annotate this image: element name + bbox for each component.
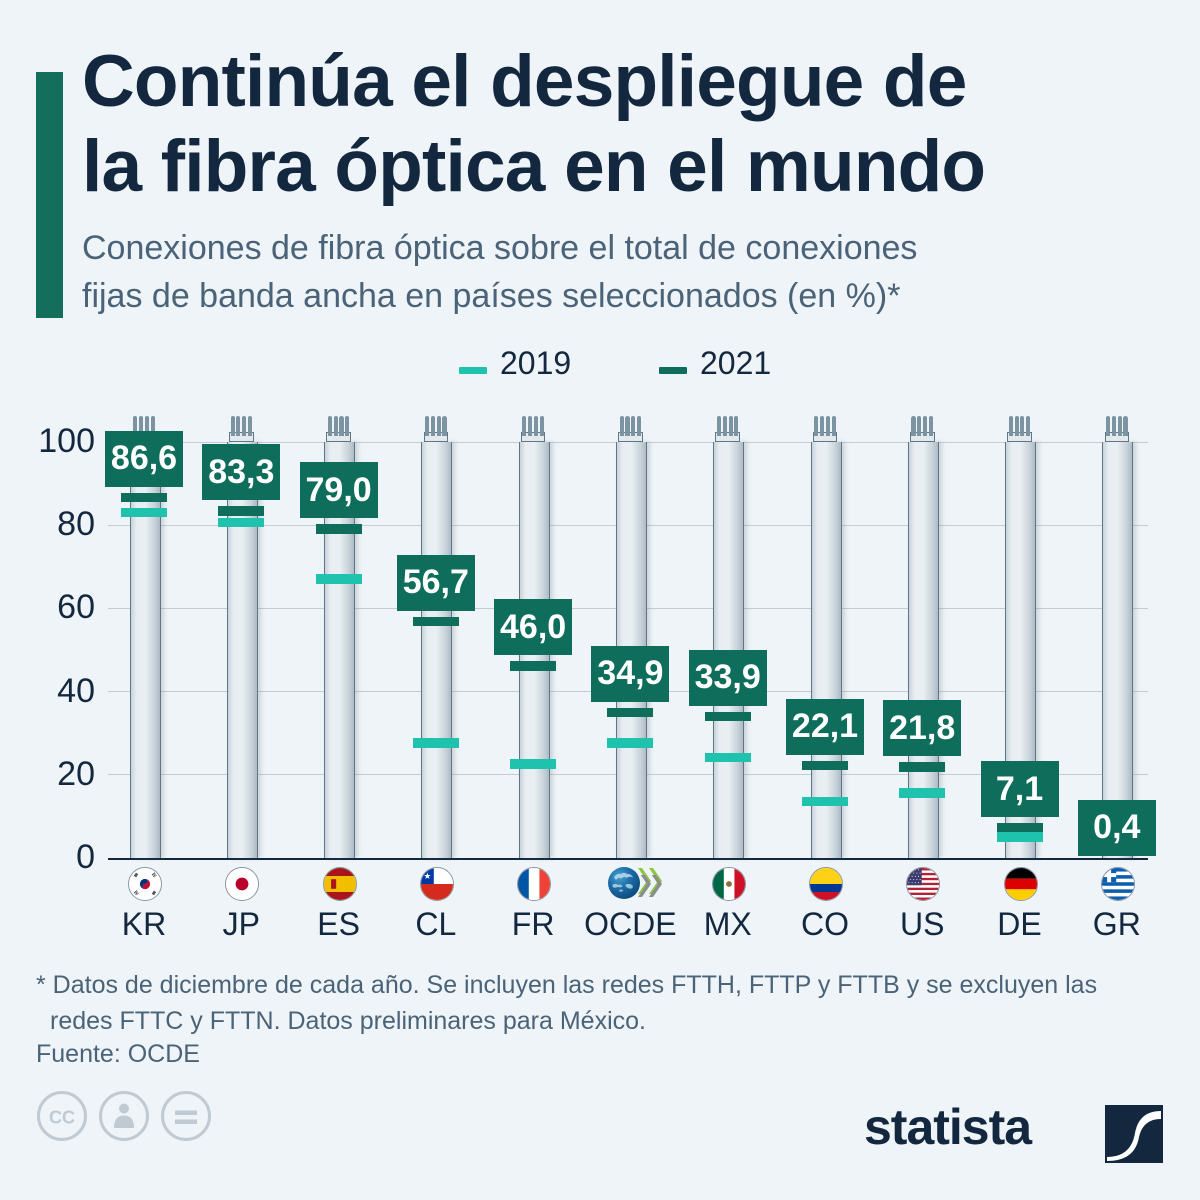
svg-text:CC: CC xyxy=(49,1108,75,1128)
